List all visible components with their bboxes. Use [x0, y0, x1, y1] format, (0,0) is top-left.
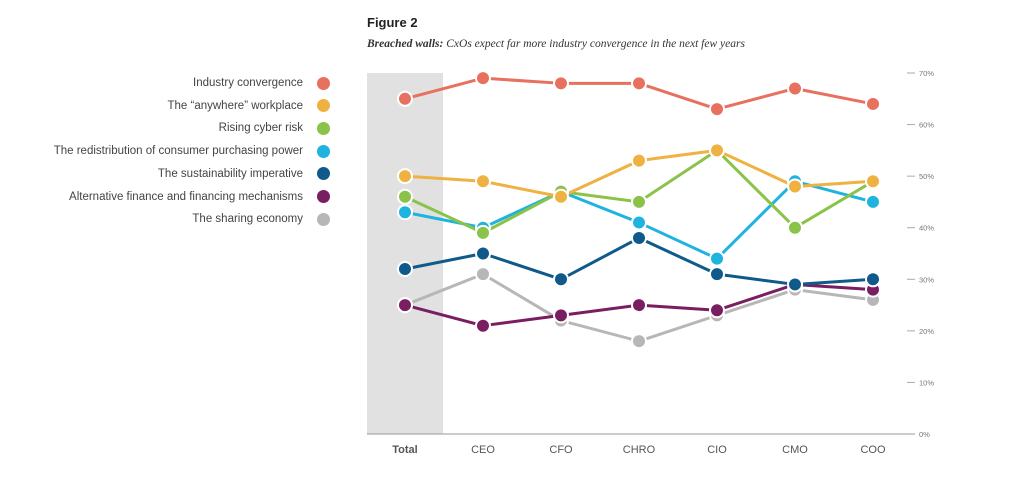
data-point: [709, 101, 725, 118]
data-point: [475, 173, 491, 190]
legend-label: Alternative finance and financing mechan…: [69, 190, 303, 203]
data-point: [631, 75, 647, 92]
data-point: [865, 193, 881, 210]
figure-label: Figure 2: [367, 15, 418, 30]
legend-swatch: [317, 212, 330, 226]
data-point: [631, 193, 647, 210]
data-point: [397, 90, 413, 107]
x-tick-label: COO: [860, 444, 886, 456]
legend-swatch: [317, 121, 330, 135]
data-point: [475, 317, 491, 334]
data-point: [787, 276, 803, 293]
data-point: [865, 173, 881, 190]
highlight-band: [367, 73, 443, 434]
data-point: [397, 168, 413, 185]
data-point: [553, 271, 569, 288]
legend-label: The sharing economy: [192, 213, 303, 226]
data-point: [631, 297, 647, 314]
data-point: [553, 188, 569, 205]
data-point: [787, 178, 803, 195]
data-point: [631, 214, 647, 231]
y-tick-label: 50%: [919, 172, 934, 181]
legend-swatch: [317, 167, 330, 181]
data-point: [475, 70, 491, 87]
y-tick-label: 10%: [919, 378, 934, 387]
figure-title-bold: Breached walls:: [367, 38, 444, 50]
legend-swatch: [317, 99, 330, 113]
data-point: [787, 80, 803, 97]
legend-item: Rising cyber risk: [219, 117, 330, 139]
data-point: [475, 224, 491, 241]
y-tick-label: 0%: [919, 430, 930, 439]
legend-label: Rising cyber risk: [218, 122, 303, 135]
legend-item: The sharing economy: [192, 208, 330, 230]
legend-label: Industry convergence: [193, 77, 303, 89]
data-point: [397, 260, 413, 277]
legend-item: The “anywhere” workplace: [167, 95, 330, 117]
y-tick-label: 60%: [919, 121, 934, 130]
data-point: [709, 250, 725, 267]
data-point: [475, 245, 491, 262]
figure-title-rest: CxOs expect far more industry convergenc…: [443, 38, 745, 50]
data-point: [865, 95, 881, 112]
figure-title: Breached walls: CxOs expect far more ind…: [367, 38, 745, 50]
legend-label: The “anywhere” workplace: [167, 99, 303, 112]
legend-label: The sustainability imperative: [157, 167, 303, 180]
data-point: [787, 219, 803, 236]
y-tick-label: 70%: [919, 69, 934, 78]
x-tick-label: CMO: [782, 444, 808, 456]
data-point: [709, 142, 725, 159]
data-point: [553, 75, 569, 92]
data-point: [709, 302, 725, 319]
data-point: [709, 266, 725, 283]
data-point: [631, 333, 647, 350]
data-point: [865, 271, 881, 288]
legend-label: The redistribution of consumer purchasin…: [53, 145, 303, 158]
legend-item: Alternative finance and financing mechan…: [69, 186, 330, 208]
legend-item: The redistribution of consumer purchasin…: [54, 140, 330, 162]
data-point: [631, 152, 647, 169]
data-point: [397, 188, 413, 205]
y-tick-label: 40%: [919, 224, 934, 233]
x-tick-label: CHRO: [623, 444, 656, 456]
x-tick-label: CIO: [707, 444, 727, 456]
legend-swatch: [317, 190, 330, 203]
x-tick-label: Total: [392, 444, 417, 456]
legend-item: The sustainability imperative: [158, 163, 330, 185]
y-tick-label: 30%: [919, 275, 934, 284]
data-point: [475, 266, 491, 283]
data-point: [397, 297, 413, 314]
legend-swatch: [317, 144, 330, 158]
x-tick-label: CEO: [471, 444, 495, 456]
legend-item: Industry convergence: [193, 72, 330, 94]
data-point: [631, 230, 647, 247]
legend-swatch: [317, 76, 330, 90]
x-tick-label: CFO: [549, 444, 573, 456]
y-tick-label: 20%: [919, 327, 934, 336]
data-point: [397, 204, 413, 221]
data-point: [553, 307, 569, 324]
